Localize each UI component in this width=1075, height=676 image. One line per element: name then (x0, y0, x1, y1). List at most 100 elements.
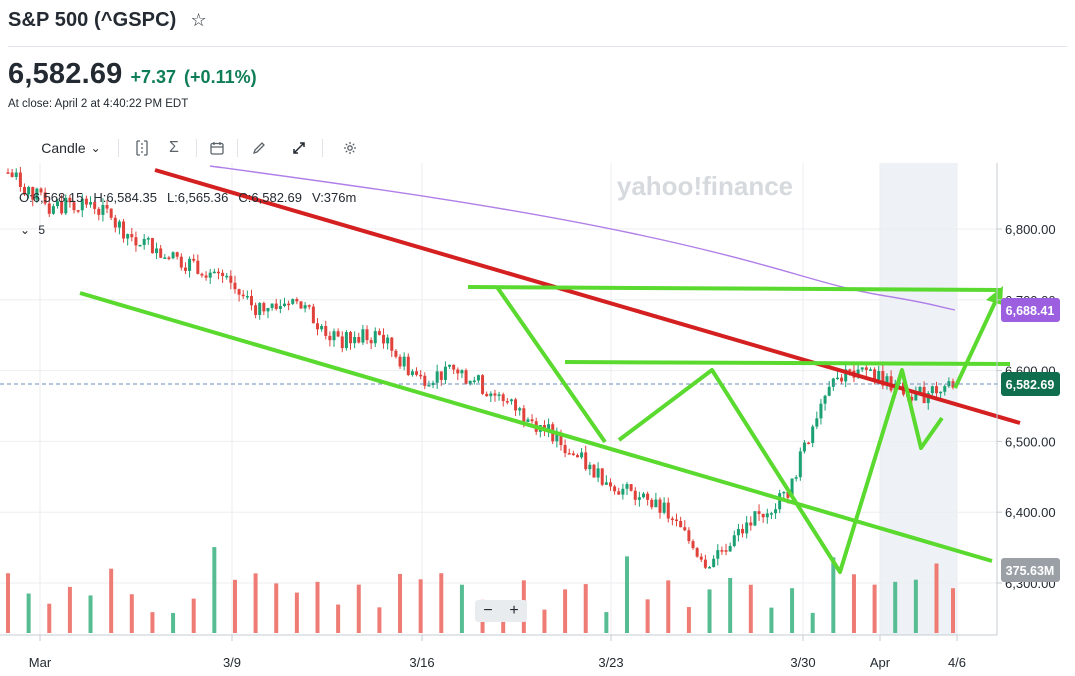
candle-body (877, 371, 881, 380)
volume-badge: 375.63M (1001, 558, 1060, 582)
candle-body (802, 442, 806, 452)
candle-body (745, 522, 749, 534)
candle-body (245, 296, 249, 298)
candle-body (571, 453, 575, 456)
chart-type-dropdown[interactable]: Candle ⌄ (36, 137, 106, 159)
volume-bar (212, 547, 217, 633)
candle-body (171, 252, 175, 259)
candle-body (229, 275, 233, 283)
candle-body (604, 482, 608, 485)
x-tick-label: Mar (29, 655, 52, 670)
y-axis-ticks: 6,800.006,700.006,600.006,500.006,400.00… (997, 222, 1056, 591)
candle-body (419, 374, 423, 377)
candle-body (666, 502, 670, 519)
candle-body (134, 237, 138, 246)
settings-gear-icon[interactable] (339, 137, 361, 159)
candle-body (633, 490, 637, 500)
zoom-out-button[interactable]: − (483, 602, 493, 619)
candle-body (481, 375, 485, 394)
candle-body (10, 172, 14, 177)
candle-body (254, 305, 258, 315)
candle-body (885, 376, 889, 386)
x-tick-label: Apr (870, 655, 891, 670)
candle-body (51, 206, 55, 214)
candle-body (658, 499, 662, 513)
volume-bar (583, 584, 588, 633)
volume-bar (398, 573, 403, 633)
candle-body (262, 303, 266, 312)
candle-body (819, 403, 823, 419)
candle-body (216, 271, 220, 274)
candle-body (476, 375, 480, 381)
candle-body (295, 299, 299, 302)
compare-icon[interactable] (131, 137, 153, 159)
candle-body (315, 323, 319, 330)
volume-bar (274, 583, 279, 633)
candle-body (398, 356, 402, 367)
candle-body (675, 519, 679, 522)
volume-bar (88, 595, 93, 633)
candle-body (918, 387, 922, 394)
candle-body (39, 188, 43, 193)
x-tick-label: 3/23 (598, 655, 623, 670)
page-title: S&P 500 (^GSPC) (8, 8, 177, 31)
candle-body (835, 377, 839, 380)
divider (8, 46, 1067, 47)
price-chart[interactable]: yahoo!finance 6,800.006,700.006,600.006,… (0, 163, 1075, 676)
volume-bar (831, 557, 836, 633)
candle-body (84, 198, 88, 205)
candle-body (126, 234, 130, 239)
candle-body (868, 369, 872, 371)
ohlc-close: C:6,582.69 (238, 190, 302, 205)
interval-selector[interactable]: ⌄ 5 (20, 223, 45, 237)
svg-text:6,688.41: 6,688.41 (1006, 304, 1055, 318)
volume-bar (253, 573, 258, 633)
volume-bar (377, 607, 382, 633)
projection-arrow (953, 295, 1000, 389)
candle-body (625, 484, 629, 489)
candle-body (840, 377, 844, 382)
candle-body (720, 550, 724, 552)
candle-body (344, 332, 348, 349)
candle-body (117, 221, 121, 228)
zoom-in-button[interactable]: + (509, 602, 519, 619)
candle-body (373, 331, 377, 344)
x-tick-label: 3/16 (409, 655, 434, 670)
chart-toolbar: Candle ⌄ Σ (0, 133, 1075, 163)
current-price-badge: 6,582.69 (1001, 372, 1060, 396)
candle-body (196, 260, 200, 274)
candle-body (757, 511, 761, 514)
volume-bar (872, 584, 877, 633)
candle-body (282, 303, 286, 307)
candle-body (369, 340, 373, 344)
volume-bar (439, 573, 444, 633)
candle-body (741, 528, 745, 534)
volume-bar (232, 579, 237, 633)
star-icon[interactable]: ☆ (190, 9, 207, 30)
target-price-badge: 6,688.41 (1001, 298, 1060, 322)
candle-body (320, 326, 324, 330)
candle-body (823, 395, 827, 404)
volume-bar (913, 579, 918, 633)
calendar-icon[interactable] (206, 137, 228, 159)
volume-bar (315, 581, 320, 633)
expand-icon[interactable] (288, 137, 310, 159)
candle-body (415, 371, 419, 375)
toolbar-divider (322, 139, 323, 157)
candle-body (72, 202, 76, 211)
candle-body (765, 513, 769, 518)
draw-pencil-icon[interactable] (248, 137, 270, 159)
volume-bar (769, 607, 774, 633)
candle-body (237, 289, 241, 295)
candle-body (600, 468, 604, 485)
candle-body (650, 499, 654, 508)
indicators-icon[interactable]: Σ (169, 139, 179, 156)
candle-body (815, 418, 819, 427)
candle-body (460, 370, 464, 374)
candle-body (559, 432, 563, 446)
volume-bar (604, 612, 609, 633)
candle-body (827, 386, 831, 396)
candle-body (456, 369, 460, 374)
candle-body (287, 303, 291, 306)
candle-body (563, 445, 567, 454)
